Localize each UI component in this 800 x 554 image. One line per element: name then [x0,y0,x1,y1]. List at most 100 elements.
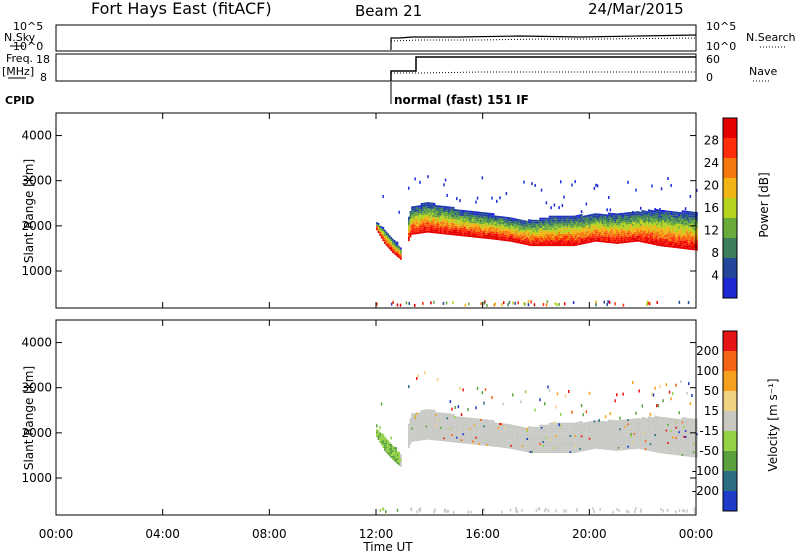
echo-cell [568,242,570,245]
echo-cell [635,223,637,226]
echo-cell [417,211,420,214]
echo-cell [609,208,612,212]
echo-cell [449,218,452,221]
echo-cell [470,419,473,422]
echo-cell [670,231,673,234]
echo-cell [390,456,393,459]
echo-cell [585,426,588,429]
echo-cell [617,432,620,435]
echo-cell [616,426,618,429]
echo-cell [528,225,530,228]
echo-cell [537,432,540,435]
echo-cell [523,236,525,239]
echo-cell [472,215,474,218]
echo-cell [696,236,698,239]
echo-cell [563,227,565,230]
echo-cell [499,232,501,235]
colorbar-tick-label: 28 [704,134,719,148]
echo-cell [481,234,484,237]
echo-cell [537,436,540,439]
echo-cell [550,449,553,452]
echo-cell [424,226,426,229]
echo-cell [625,238,628,241]
echo-cell [584,233,586,236]
echo-cell [696,242,698,245]
echo-cell [552,225,554,228]
echo-cell [646,225,649,228]
echo-cell [628,437,631,440]
echo-cell [424,222,426,225]
echo-cell [494,444,497,447]
echo-cell [590,423,593,426]
echo-cell [622,222,625,225]
echo-cell [481,212,484,214]
echo-cell [444,210,447,213]
echo-cell [524,447,527,450]
echo-cell [528,223,530,226]
echo-cell [377,436,380,438]
echo-cell [486,236,489,239]
echo-cell [505,444,508,447]
echo-cell [628,435,631,438]
echo-cell [604,236,607,239]
echo-cell [432,409,434,412]
echo-cell [588,228,591,231]
echo-cell [579,425,581,428]
echo-cell [526,222,529,225]
echo-cell [507,239,509,242]
echo-cell [552,428,554,431]
echo-cell [678,246,681,249]
echo-cell [379,434,381,437]
echo-cell [451,229,453,232]
echo-cell [548,219,551,222]
echo-cell [411,433,413,436]
echo-cell [481,214,484,217]
echo-cell [606,443,609,446]
echo-cell [547,445,549,447]
echo-cell [376,228,378,231]
echo-cell [388,446,391,449]
echo-cell [625,216,628,219]
echo-cell [537,443,540,445]
echo-cell [409,418,412,420]
echo-cell [622,218,625,221]
echo-cell [611,219,613,221]
echo-cell [483,431,485,434]
echo-cell [694,234,697,237]
echo-cell [595,436,597,439]
echo-cell [555,227,557,230]
echo-cell [528,227,530,230]
echo-cell [432,428,434,430]
echo-cell [574,239,577,242]
echo-cell [550,436,553,439]
echo-cell [433,217,436,220]
echo-cell [619,440,621,443]
echo-cell [382,446,385,449]
echo-cell [542,443,545,445]
echo-cell [472,219,474,222]
echo-cell [662,228,665,231]
echo-cell [430,210,433,213]
echo-cell [523,232,525,235]
echo-cell [649,213,652,216]
echo-cell [576,450,578,453]
echo-cell [670,229,673,232]
echo-cell [377,438,380,440]
echo-cell [576,444,578,447]
echo-cell [392,250,394,253]
echo-cell [520,235,522,238]
echo-cell [675,225,677,228]
echo-cell [420,225,423,228]
echo-cell [691,242,693,244]
echo-cell [478,225,481,228]
echo-cell [539,441,541,443]
echo-cell [468,210,471,213]
colorbar-tick-label: 24 [704,156,719,170]
echo-cell [601,425,604,427]
echo-cell [452,217,455,220]
echo-cell [542,236,545,238]
echo-cell [628,238,631,241]
echo-cell [451,413,453,416]
echo-cell [622,212,625,215]
echo-cell [484,214,487,217]
